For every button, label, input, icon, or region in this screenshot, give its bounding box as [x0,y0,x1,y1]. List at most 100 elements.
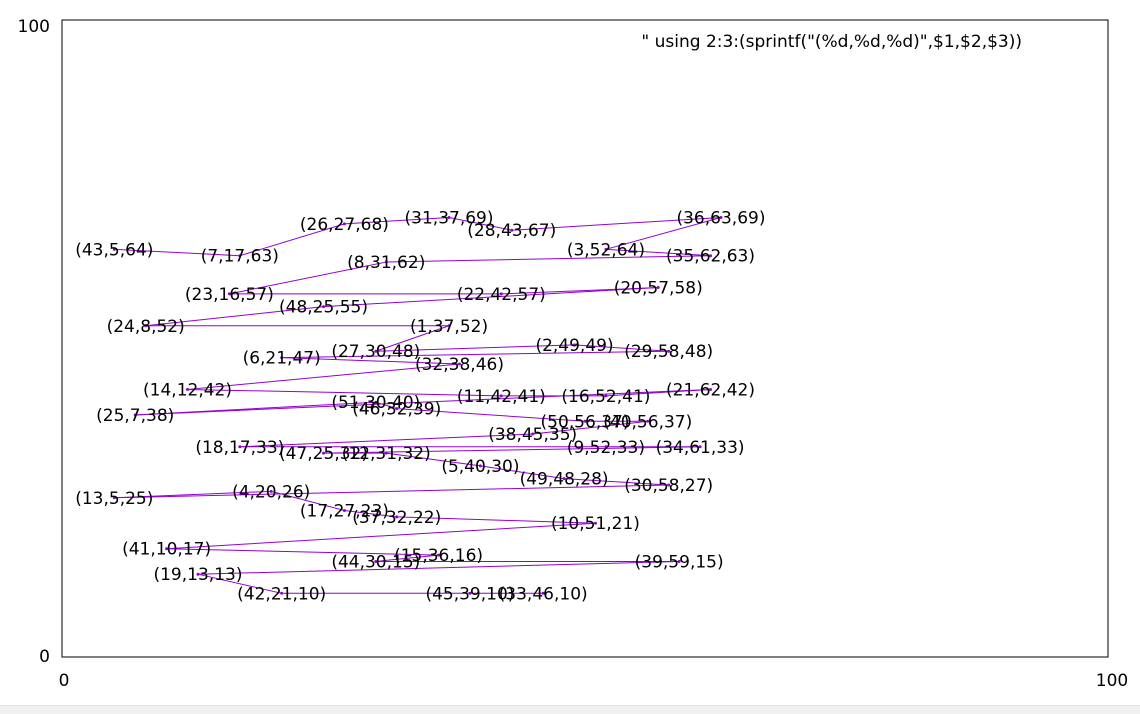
data-point [541,591,545,595]
series-line-segment [187,388,502,397]
data-point [573,343,577,347]
data-point [447,324,451,328]
series-line-segment [386,452,481,467]
series-line-segment [135,401,376,416]
data-label: (36,63,69) [676,208,765,228]
data-point [238,445,242,449]
series-line-segment [511,216,722,231]
data-label: (28,43,67) [467,221,556,241]
data-label: (40,56,37) [603,412,692,432]
data-point [112,247,116,251]
data-label: (23,16,57) [185,285,274,305]
series-line-segment [323,287,659,308]
window-bottom-strip [0,705,1140,714]
data-label: (11,42,41) [457,387,546,407]
series-line-segment [166,522,596,550]
data-label: (18,17,33) [195,438,284,458]
x-tick-label: 0 [59,671,70,691]
series-line-segment [396,516,596,524]
data-point [531,432,535,436]
data-label: (24,8,52) [107,317,185,337]
data-label: (46,32,39) [352,400,441,420]
data-point [604,394,608,398]
data-label: (5,40,30) [441,457,519,477]
series-line-segment [375,325,450,352]
series-line-segment [375,344,575,352]
series-line-segment [375,401,397,410]
x-tick-label: 100 [1096,671,1128,691]
data-label: (43,5,64) [75,240,153,260]
series-line-segment [114,484,669,499]
data-label: (12,31,32) [342,444,431,464]
data-label: (48,25,55) [279,298,368,318]
series-line-segment [386,255,711,263]
data-point [656,286,660,290]
series-line-segment [344,216,450,225]
series-point-labels: (43,5,64) (7,17,63)(26,27,68) (31,37,69)(2… [75,208,765,604]
series-line-segment [239,223,345,257]
data-point [112,496,116,500]
data-point [709,254,713,258]
data-label: (26,27,68) [300,215,389,235]
data-point [196,572,200,576]
data-label: (29,58,48) [624,342,713,362]
data-point [322,451,325,455]
series-line-segment [114,490,272,499]
data-label: (42,21,10) [237,584,326,604]
plot-area-frame [61,19,1109,658]
data-point [144,324,148,328]
series-line-segment [114,248,240,257]
data-label: (37,32,22) [352,508,441,528]
data-label: (14,12,42) [143,380,232,400]
series-line-segment [574,344,669,352]
data-point [468,591,472,595]
series-line-segment [271,490,345,511]
data-label: (47,25,32) [279,444,368,464]
series-line-segment [480,465,565,480]
data-label: (16,52,41) [561,387,650,407]
data-point [719,215,723,219]
data-point [447,215,451,219]
data-label: (25,7,38) [96,406,174,426]
data-point [384,260,388,264]
data-label: (27,30,48) [331,342,420,362]
data-label: (4,20,26) [232,482,310,502]
data-label: (13,5,25) [75,489,153,509]
data-point [499,292,503,296]
series-line-segment [605,216,722,250]
series-line-segment [605,248,711,257]
data-point [133,413,137,417]
data-label: (38,45,35) [488,425,577,445]
data-point [269,489,273,493]
data-point [280,356,284,360]
data-point [384,451,388,455]
series-line-segment [239,433,533,448]
data-point [374,400,378,404]
series-line-segment [375,554,439,562]
data-point [165,547,169,551]
data-label: (51,30,40) [331,393,420,413]
axis-tick-labels: 0 100 0 100 [18,17,1129,691]
data-label: (35,62,63) [666,247,755,267]
data-point [395,515,399,519]
series-line-segment [281,357,460,365]
data-point [604,445,608,449]
data-point [667,349,671,353]
data-point [227,292,231,296]
data-label: (20,57,58) [614,279,703,299]
series-line-segment [344,509,397,518]
data-label: (41,10,17) [122,540,211,560]
data-label: (2,49,49) [535,336,613,356]
data-point [342,508,346,512]
data-label: (45,39,10) [425,584,514,604]
data-point [342,222,346,226]
data-label: (1,37,52) [410,317,488,337]
data-label: (10,51,21) [551,514,640,534]
data-point [593,521,597,525]
data-point [499,394,503,398]
data-point [280,591,284,595]
series-line-segment [396,408,586,422]
series-points [112,215,723,595]
series-line-segment [532,420,648,435]
